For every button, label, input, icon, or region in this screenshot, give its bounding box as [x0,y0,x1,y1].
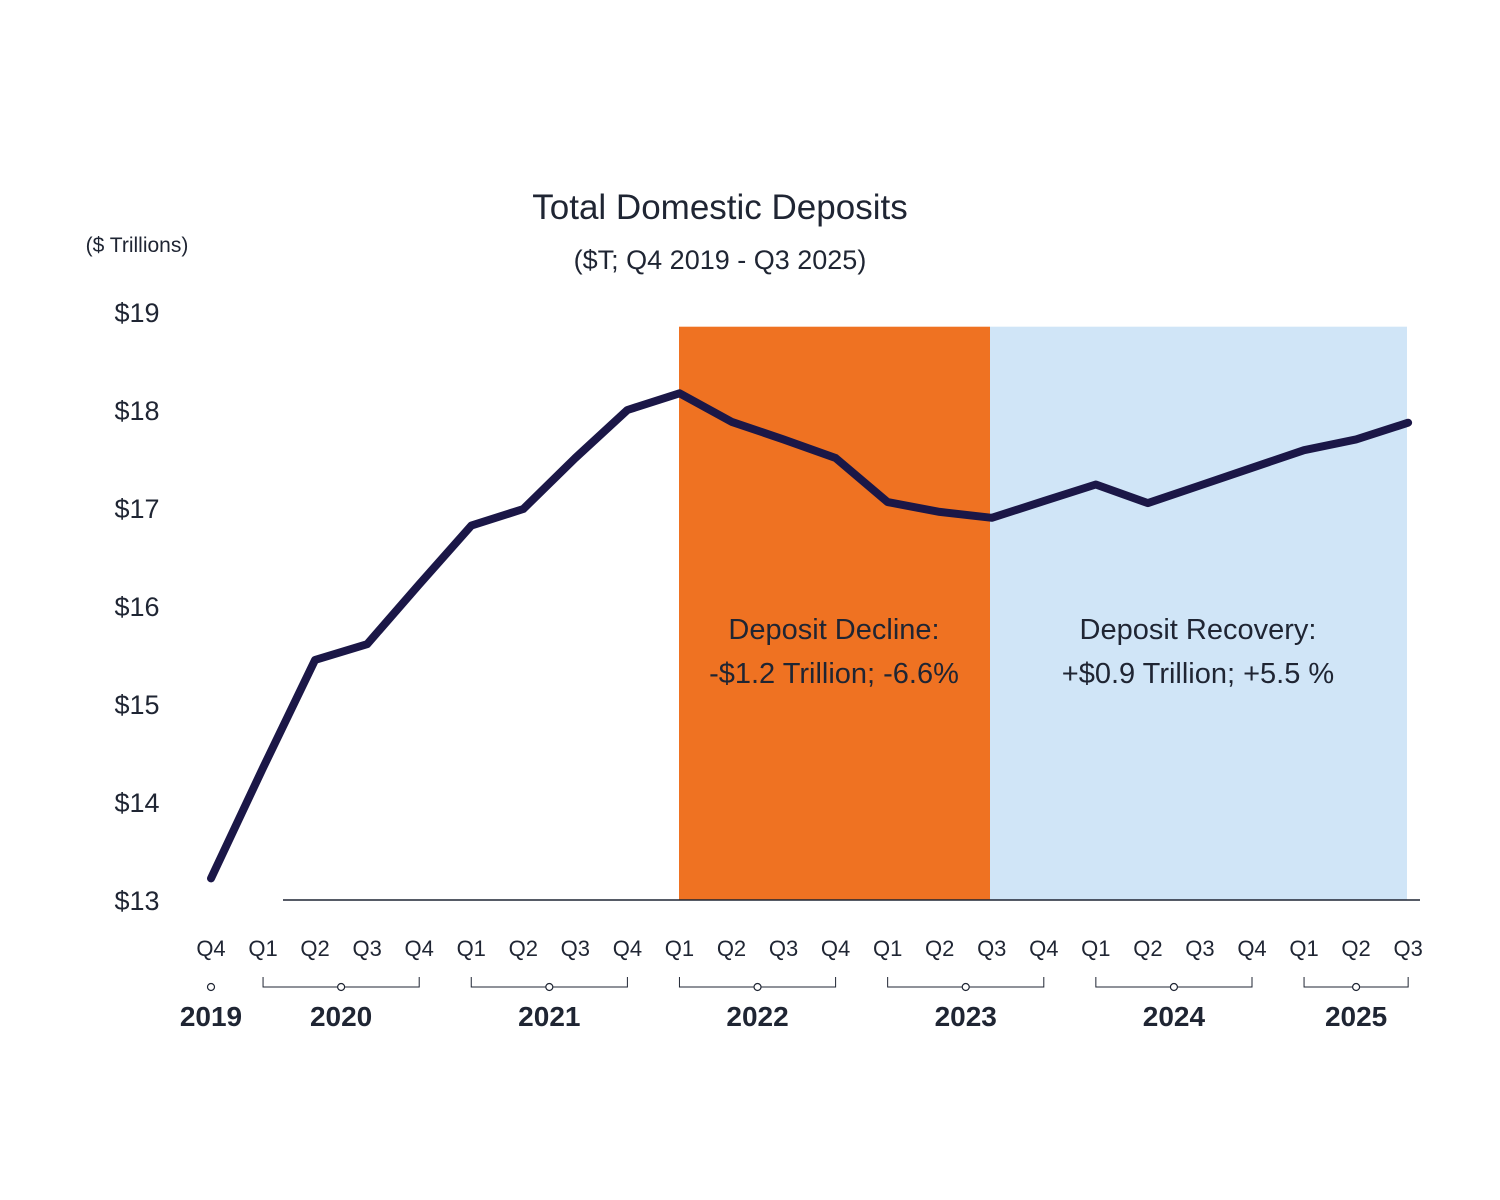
quarter-tick-label: Q4 [196,936,225,961]
quarter-tick-label: Q1 [457,936,486,961]
year-label: 2022 [726,1001,788,1032]
quarter-tick-label: Q3 [561,936,590,961]
quarter-tick-labels: Q4 Q1 Q2 Q3 Q4 Q1 Q2 Q3 Q4 Q1 Q2 Q3 Q4 Q1 Q2 Q3 Q4 Q1 Q2 Q3… [196,936,1423,961]
chart-title: Total Domestic Deposits [532,188,907,227]
year-label: 2020 [310,1001,372,1032]
quarter-tick-label: Q1 [1081,936,1110,961]
year-label: 2025 [1325,1001,1387,1032]
annotation-recovery-value: +$0.9 Trillion; +5.5 % [1062,658,1334,690]
y-tick-label: $17 [114,494,159,524]
series-line [207,389,1413,883]
year-marker [1351,982,1361,992]
year-marker [961,982,970,992]
y-tick-label: $14 [114,788,159,818]
year-label: 2024 [1143,1001,1206,1032]
y-tick-label: $18 [114,396,159,426]
quarter-tick-label: Q3 [977,936,1006,961]
year-marker [1169,982,1179,992]
quarter-tick-label: Q4 [1029,936,1058,961]
annotation-decline-value: -$1.2 Trillion; -6.6% [709,658,959,690]
region-annotations: Deposit Decline: -$1.2 Trillion; -6.6% Dep… [709,614,1334,690]
y-tick-label: $15 [114,690,159,720]
y-tick-label: $16 [114,592,159,622]
quarter-tick-label: Q3 [1185,936,1214,961]
quarter-tick-label: Q2 [1341,936,1370,961]
chart-subtitle: ($T; Q4 2019 - Q3 2025) [574,245,867,275]
annotation-recovery-title: Deposit Recovery: [1080,614,1317,646]
quarter-tick-label: Q2 [925,936,954,961]
annotation-decline-title: Deposit Decline: [728,614,939,646]
year-marker [753,982,762,992]
quarter-tick-label: Q1 [1289,936,1318,961]
y-tick-label: $19 [114,298,159,328]
quarter-tick-label: Q1 [665,936,694,961]
quarter-tick-label: Q4 [1237,936,1266,961]
quarter-tick-label: Q2 [509,936,538,961]
year-marker [206,982,216,992]
quarter-tick-label: Q2 [300,936,329,961]
series-line-path [207,389,1413,883]
quarter-tick-label: Q1 [873,936,902,961]
quarter-tick-label: Q4 [405,936,434,961]
quarter-tick-label: Q3 [769,936,798,961]
y-tick-label: $13 [114,886,159,916]
y-tick-labels: $13 $14 $15 $16 $17 $18 $19 [114,298,159,916]
quarter-tick-label: Q1 [248,936,277,961]
year-label: 2021 [518,1001,580,1032]
quarter-tick-label: Q3 [352,936,381,961]
y-axis-unit-label: ($ Trillions) [86,234,189,257]
quarter-tick-label: Q4 [821,936,850,961]
year-label: 2023 [935,1001,997,1032]
quarter-tick-label: Q2 [1133,936,1162,961]
quarter-tick-label: Q4 [613,936,642,961]
year-marker [337,982,346,992]
year-labels: 2019 2020 2021 2022 2023 2024 2025 [180,977,1409,1032]
quarter-tick-label: Q2 [717,936,746,961]
year-marker [545,982,554,992]
region-recovery [990,326,1407,900]
year-label: 2019 [180,1001,242,1032]
shaded-regions [679,326,1407,900]
quarter-tick-label: Q3 [1393,936,1422,961]
